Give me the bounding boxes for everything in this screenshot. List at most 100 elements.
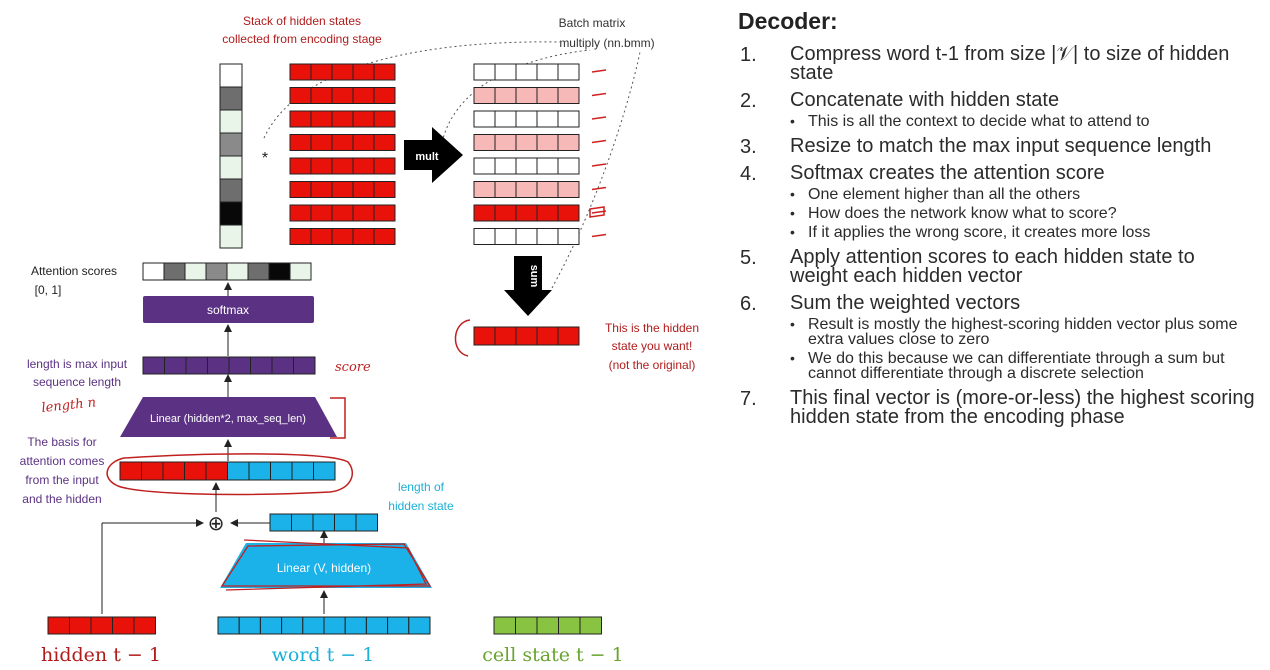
- score-cell: [219, 224, 243, 249]
- attention-scores-label-line2: [0, 1]: [35, 283, 62, 297]
- hidden-state-cell: [310, 134, 333, 151]
- weighted-cell: [557, 204, 580, 222]
- score-cell: [219, 132, 243, 157]
- sub-bullet: One element higher than all the others: [790, 187, 1258, 203]
- tick-mark: [591, 163, 607, 167]
- weighted-cell: [557, 157, 580, 175]
- step-text: Compress word t-1 from size |𝒱| to size …: [790, 43, 1230, 84]
- score-row-cell: [247, 262, 270, 281]
- multiply-star: *: [262, 150, 268, 167]
- result-cell: [515, 326, 538, 346]
- concat-cell: [248, 461, 271, 481]
- weighted-cell: [536, 157, 559, 175]
- weighted-cell: [557, 63, 580, 81]
- weighted-cell: [515, 63, 538, 81]
- length-label-line1: length is max input: [27, 357, 128, 371]
- length-cell: [293, 356, 316, 375]
- step-text: Resize to match the max input sequence l…: [790, 135, 1212, 157]
- weighted-cell: [473, 110, 496, 128]
- result-cell: [557, 326, 580, 346]
- hidden-state-cell: [373, 63, 396, 81]
- step-number: 5.: [740, 247, 757, 269]
- hidden-state-cell: [373, 110, 396, 128]
- step-item: 6. Sum the weighted vectors Result is most…: [738, 292, 1258, 382]
- hidden-state-cell: [352, 204, 375, 222]
- step-number: 1.: [740, 44, 757, 66]
- weighted-cell: [515, 204, 538, 222]
- compressed-cell: [312, 513, 335, 532]
- weighted-cell: [515, 228, 538, 245]
- result-cell: [494, 326, 517, 346]
- linear-bottom-label: Linear (V, hidden): [277, 561, 371, 575]
- weighted-cell: [494, 134, 517, 151]
- hidden-state-cell: [373, 157, 396, 175]
- result-cell: [473, 326, 496, 346]
- weighted-cell: [473, 181, 496, 198]
- step-text: Sum the weighted vectors: [790, 292, 1021, 314]
- plus-symbol: ⊕: [208, 513, 225, 535]
- weighted-cell: [536, 110, 559, 128]
- hidden-state-cell: [331, 228, 354, 245]
- weighted-hidden-states-stack: [473, 63, 580, 245]
- weighted-cell: [494, 110, 517, 128]
- result-label-line1: This is the hidden: [605, 321, 699, 335]
- attention-decoder-diagram: Stack of hidden states collected from en…: [20, 14, 699, 666]
- score-row-cell: [226, 262, 249, 281]
- word-t-1-label: word t − 1: [272, 644, 375, 666]
- sum-label: sum: [528, 265, 540, 288]
- basis-label-line1: The basis for: [27, 435, 96, 449]
- weighted-cell: [473, 87, 496, 104]
- compressed-word-vector: [269, 513, 378, 532]
- concat-cell: [162, 461, 185, 481]
- compressed-cell: [355, 513, 378, 532]
- concat-cell: [184, 461, 207, 481]
- word-cell: [408, 616, 431, 635]
- sub-bullet: This is all the context to decide what t…: [790, 114, 1258, 130]
- sub-bullet: If it applies the wrong score, it create…: [790, 225, 1258, 241]
- step-item: 5. Apply attention scores to each hidden …: [738, 247, 1258, 286]
- length-label-line2: sequence length: [33, 375, 121, 389]
- hidden-cell: [112, 616, 135, 635]
- handwritten-tick-marks: [589, 69, 607, 238]
- step-text: Concatenate with hidden state: [790, 89, 1060, 111]
- notes-title: Decoder:: [738, 8, 838, 34]
- hidden-state-cell: [310, 63, 333, 81]
- cell-state-cell: [493, 616, 516, 635]
- score-cell: [219, 86, 243, 111]
- sub-bullet-list: Result is mostly the highest-scoring hid…: [790, 317, 1258, 382]
- tick-mark: [591, 116, 607, 120]
- compressed-cell: [269, 513, 292, 532]
- score-cell: [219, 155, 243, 180]
- dotted-guide-sum: [551, 51, 641, 289]
- weighted-cell: [536, 87, 559, 104]
- hidden-state-cell: [373, 134, 396, 151]
- softmax-box: [143, 296, 314, 323]
- hidden-state-cell: [352, 228, 375, 245]
- hidden-state-cell: [310, 157, 333, 175]
- hidden-state-cell: [373, 181, 396, 198]
- step-number: 2.: [740, 90, 757, 112]
- stack-label-line2: collected from encoding stage: [222, 32, 382, 46]
- score-row-cell: [205, 262, 228, 281]
- hidden-state-cell: [373, 87, 396, 104]
- hidden-state-cell: [289, 63, 312, 81]
- weighted-cell: [494, 204, 517, 222]
- tick-mark: [591, 139, 607, 144]
- length-cell: [250, 356, 273, 375]
- step-number: 3.: [740, 136, 757, 158]
- attention-score-column: [219, 63, 243, 249]
- hidden-state-cell: [289, 204, 312, 222]
- result-bracket: [454, 319, 471, 357]
- hidden-t-1-label: hidden t − 1: [41, 644, 161, 666]
- score-cell: [219, 178, 243, 203]
- attention-scores-row: [142, 262, 312, 281]
- sub-bullet-list: One element higher than all the others Ho…: [790, 187, 1258, 241]
- hidden-state-cell: [289, 110, 312, 128]
- word-cell: [259, 616, 283, 635]
- linear-bottom-scribble: [220, 539, 432, 591]
- step-item: 1. Compress word t-1 from size |𝒱| to siz…: [738, 43, 1258, 84]
- step-number: 6.: [740, 293, 757, 315]
- hidden-states-stack: [289, 63, 396, 245]
- word-cell: [323, 616, 346, 635]
- step-text: Softmax creates the attention score: [790, 162, 1105, 184]
